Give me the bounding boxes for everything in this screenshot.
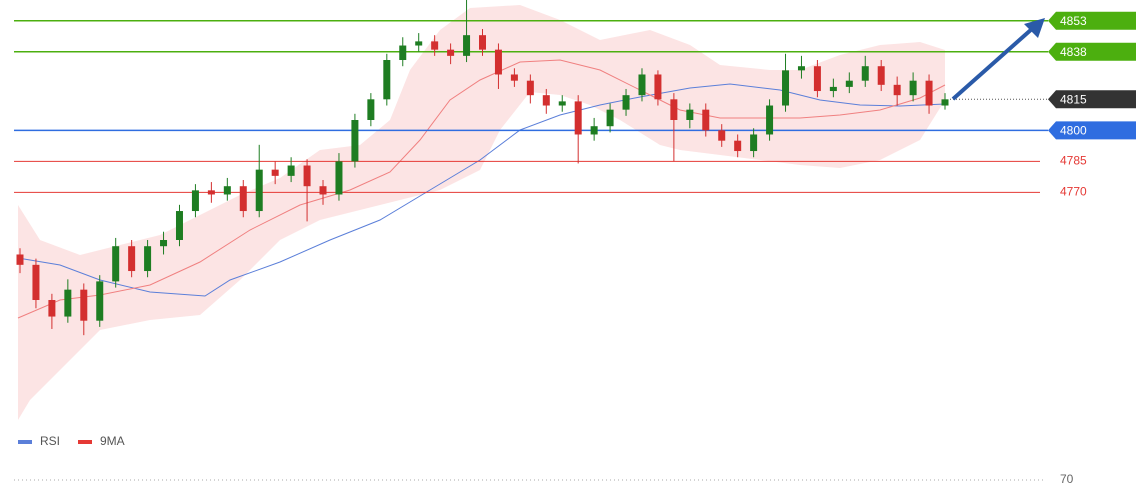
candle-body (447, 49, 455, 56)
candle-body (399, 45, 407, 60)
candle-body (303, 165, 311, 187)
candle-body (383, 60, 391, 100)
legend-label: 9MA (100, 434, 125, 448)
candle-body (925, 80, 933, 106)
level-label: 4785 (1060, 154, 1087, 168)
candle-body (175, 211, 183, 240)
level-label: 4770 (1060, 185, 1087, 199)
candle-body (112, 246, 120, 282)
candle-body (223, 186, 231, 195)
candles (16, 0, 949, 336)
band-decoration (18, 5, 945, 420)
level-label: 4815 (1060, 92, 1087, 106)
level-tag (1048, 11, 1136, 30)
candle-body (191, 190, 199, 212)
candle-body (239, 186, 247, 212)
candle-body (782, 70, 790, 106)
level-tag (1048, 121, 1136, 140)
levels: 4853 4838 4815 4800 4785 4770 (14, 11, 1136, 199)
candle-body (686, 109, 694, 120)
indicator-panel: RSI 9MA 70 (14, 434, 1074, 486)
candle-body (766, 105, 774, 135)
candle-body (861, 66, 869, 81)
candle-body (287, 165, 295, 176)
candle-body (542, 95, 550, 106)
level-tag (1048, 90, 1136, 109)
candle-body (941, 99, 949, 106)
candle-body (479, 35, 486, 50)
candle-body (160, 240, 168, 247)
candle-body (367, 99, 375, 120)
candle-body (431, 41, 439, 50)
ma-decoration (17, 83, 946, 297)
candle-body (813, 66, 821, 92)
candle-body (271, 169, 279, 176)
candle-body (670, 99, 678, 120)
candle-body (64, 289, 72, 317)
level-label: 4853 (1060, 14, 1087, 28)
candle-body (638, 74, 646, 96)
candle-body (80, 289, 88, 321)
candle-body (718, 130, 726, 141)
candle-body (845, 80, 853, 87)
candle-body (144, 246, 152, 272)
candle-body (654, 74, 662, 100)
candle-body (750, 134, 758, 152)
candle-body (909, 80, 917, 96)
arrow-head (1024, 18, 1045, 38)
arrow (951, 26, 1035, 101)
candle-body (526, 80, 534, 96)
candle-body (494, 49, 502, 75)
legend-swatch (18, 440, 32, 444)
candle-body (96, 281, 104, 321)
level-tag (1048, 42, 1136, 61)
candle-body (558, 101, 566, 106)
candle-body (16, 254, 24, 265)
candle-body (319, 186, 327, 195)
candle-body (574, 101, 582, 135)
candle-body (797, 66, 805, 71)
legend-swatch (78, 440, 92, 444)
candle-body (335, 161, 343, 195)
legend-label: RSI (40, 434, 60, 448)
candle-body (207, 190, 215, 195)
level-label: 4838 (1060, 45, 1087, 59)
candle-body (606, 109, 614, 127)
candle-body (702, 109, 710, 131)
candle-body (415, 41, 423, 46)
candle-body (48, 300, 56, 317)
candle-body (128, 246, 136, 272)
candle-body (32, 264, 40, 300)
y-tick-label: 70 (1060, 472, 1074, 486)
candle-body (510, 74, 518, 81)
candle-body (590, 126, 598, 135)
candle-body (829, 86, 837, 92)
candle-body (734, 140, 742, 152)
candle-body (622, 95, 630, 110)
level-label: 4800 (1060, 124, 1087, 138)
candle-body (893, 84, 901, 96)
candle-body (255, 169, 263, 212)
candle-body (351, 120, 359, 162)
candle-body (877, 66, 885, 85)
candle-body (463, 35, 471, 56)
